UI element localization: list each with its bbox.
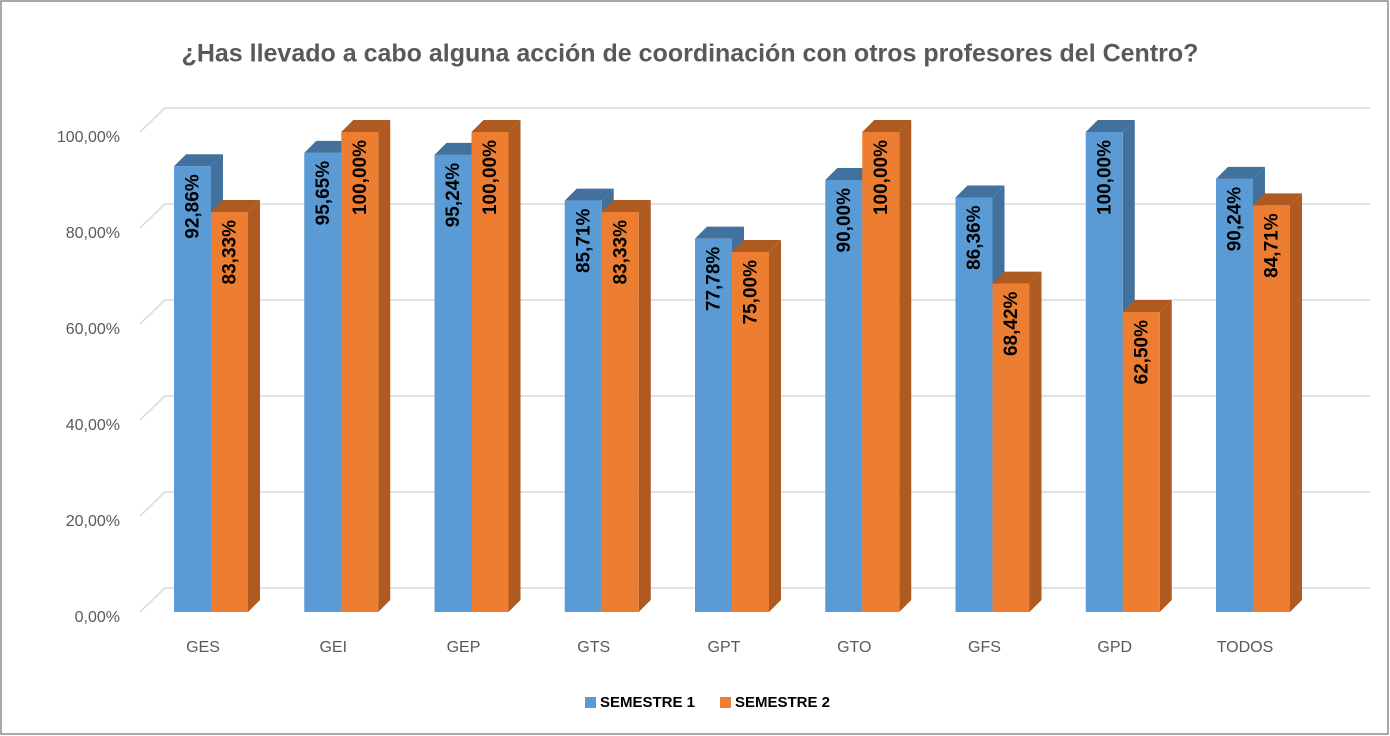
value-label: 100,00% (480, 140, 501, 215)
value-label: 95,24% (443, 163, 464, 228)
bar (955, 197, 993, 613)
bar (825, 180, 863, 612)
bar-top (862, 120, 912, 132)
bar-side (1159, 300, 1172, 612)
value-label: 77,78% (704, 247, 725, 312)
bar (564, 200, 602, 613)
value-label: 95,65% (313, 161, 334, 226)
chart-title: ¿Has llevado a cabo alguna acción de coo… (182, 40, 1199, 68)
bar-top (1085, 120, 1135, 132)
y-tick-label: 0,00% (75, 609, 120, 626)
bar (1122, 312, 1160, 612)
x-tick-label: TODOS (1217, 639, 1274, 656)
x-tick-label: GPT (708, 639, 741, 656)
bar (174, 166, 211, 612)
bar-top (695, 226, 744, 239)
bar (992, 283, 1030, 612)
bar-top (564, 188, 614, 201)
value-label: 84,71% (1262, 213, 1283, 278)
y-tick-label: 20,00% (66, 513, 120, 530)
x-tick-label: GEP (447, 639, 481, 656)
bar-side (899, 120, 912, 612)
value-label: 83,33% (610, 220, 631, 285)
bar (695, 238, 732, 612)
value-label: 86,36% (964, 205, 985, 270)
value-label: 100,00% (350, 140, 371, 215)
bar (862, 132, 900, 612)
bar (471, 132, 509, 612)
bar (434, 154, 472, 612)
bar-top (1122, 300, 1172, 312)
bar (601, 212, 639, 613)
grid-line (139, 587, 166, 613)
bar (341, 132, 379, 612)
grid-line (139, 491, 166, 517)
bar-top (174, 154, 223, 167)
bar (732, 252, 769, 612)
value-label: 92,86% (183, 174, 204, 239)
bar-top (211, 200, 260, 213)
bar-side (248, 200, 260, 613)
grid-line (139, 299, 166, 325)
y-tick-label: 60,00% (66, 321, 120, 338)
bar-side (1029, 271, 1042, 612)
bar (211, 212, 248, 613)
value-label: 75,00% (741, 260, 762, 325)
bar-top (1253, 193, 1302, 206)
bar-top (825, 168, 875, 180)
legend-label: SEMESTRE 1 (600, 694, 695, 711)
grid-line (139, 203, 166, 229)
bar-top (732, 240, 781, 252)
value-label: 83,33% (220, 220, 241, 285)
bar-top (1216, 166, 1265, 179)
value-label: 100,00% (871, 140, 892, 215)
bar-top (601, 200, 651, 213)
value-label: 68,42% (1001, 291, 1022, 356)
legend-swatch (585, 697, 596, 708)
value-label: 62,50% (1131, 320, 1152, 385)
legend-swatch (720, 697, 731, 708)
value-label: 90,00% (834, 188, 855, 253)
x-tick-label: GTO (837, 639, 871, 656)
x-tick-label: GPD (1097, 639, 1132, 656)
bar-side (1290, 193, 1302, 612)
grid-line (139, 395, 166, 421)
y-tick-label: 100,00% (57, 129, 120, 146)
bar (1216, 178, 1253, 612)
bar-side (638, 200, 651, 613)
y-tick-label: 80,00% (66, 225, 120, 242)
bar-top (304, 140, 354, 153)
bar-side (508, 120, 521, 612)
y-tick-label: 40,00% (66, 417, 120, 434)
grid-line (139, 107, 166, 133)
bar-top (471, 120, 521, 132)
value-label: 85,71% (573, 208, 594, 273)
legend-label: SEMESTRE 2 (735, 694, 830, 711)
bar (1085, 132, 1123, 612)
x-tick-label: GEI (319, 639, 347, 656)
x-tick-label: GES (186, 639, 220, 656)
bar (304, 152, 342, 612)
value-label: 90,24% (1225, 187, 1246, 252)
bar (1253, 205, 1290, 612)
value-label: 100,00% (1094, 140, 1115, 215)
bar-top (955, 185, 1005, 198)
x-tick-label: GFS (968, 639, 1001, 656)
x-tick-label: GTS (577, 639, 610, 656)
bar-top (992, 271, 1042, 284)
bar-top (434, 142, 484, 155)
bar-side (769, 240, 781, 612)
bar-side (378, 120, 391, 612)
bar-top (341, 120, 391, 132)
